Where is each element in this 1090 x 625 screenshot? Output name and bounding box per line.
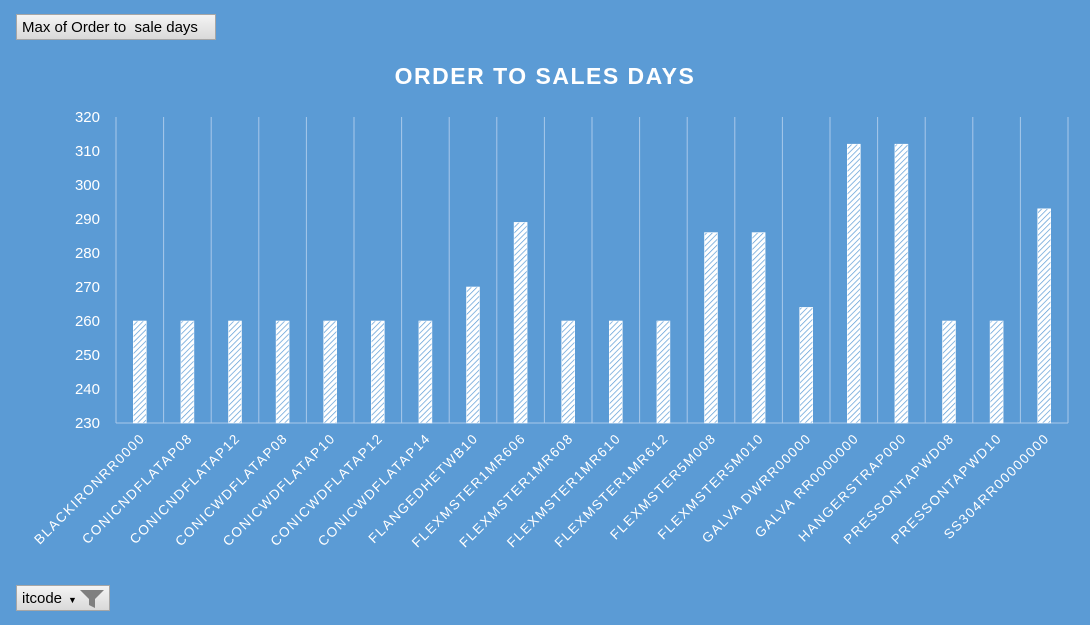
y-tick-label: 250 <box>75 347 100 364</box>
bar <box>989 320 1004 424</box>
y-tick-label: 310 <box>75 143 100 160</box>
value-field-button[interactable]: Max of Order to sale days <box>16 14 216 40</box>
y-tick-label: 260 <box>75 313 100 330</box>
bar <box>466 286 480 424</box>
chart-title: ORDER TO SALES DAYS <box>395 63 696 89</box>
bar <box>656 320 671 424</box>
bars <box>133 143 1051 424</box>
y-axis-tick-labels: 230 240 250 260 270 280 290 300 310 320 <box>75 109 100 432</box>
gridlines <box>115 117 1069 423</box>
y-tick-label: 240 <box>75 381 100 398</box>
axis-field-label: itcode <box>22 589 63 607</box>
bar <box>418 320 433 424</box>
bar <box>846 143 861 424</box>
bar <box>799 307 814 424</box>
bar <box>561 320 576 424</box>
y-tick-label: 320 <box>75 109 100 126</box>
y-tick-label: 300 <box>75 177 100 194</box>
x-axis-tick-labels: BLACKIRONRR0000CONICNDFLATAP08CONICNDFLA… <box>31 431 1052 551</box>
bar <box>275 320 290 424</box>
y-tick-label: 230 <box>75 415 100 432</box>
bar <box>942 320 956 424</box>
bar <box>133 320 147 424</box>
bar <box>608 320 623 424</box>
y-tick-label: 280 <box>75 245 100 262</box>
bar <box>894 143 909 424</box>
filter-funnel-icon <box>80 590 104 608</box>
bar <box>180 320 195 424</box>
y-tick-label: 290 <box>75 211 100 228</box>
bar <box>1037 208 1051 424</box>
dropdown-arrow-icon: ▼ <box>68 595 77 605</box>
bar <box>370 320 385 424</box>
bar <box>751 232 766 424</box>
bar <box>704 232 718 424</box>
y-tick-label: 270 <box>75 279 100 296</box>
bar <box>323 320 338 424</box>
bar <box>228 320 242 424</box>
value-field-label: Max of Order to sale days <box>22 18 198 36</box>
bar <box>513 222 528 424</box>
axis-field-button[interactable]: itcode ▼ <box>16 585 110 611</box>
